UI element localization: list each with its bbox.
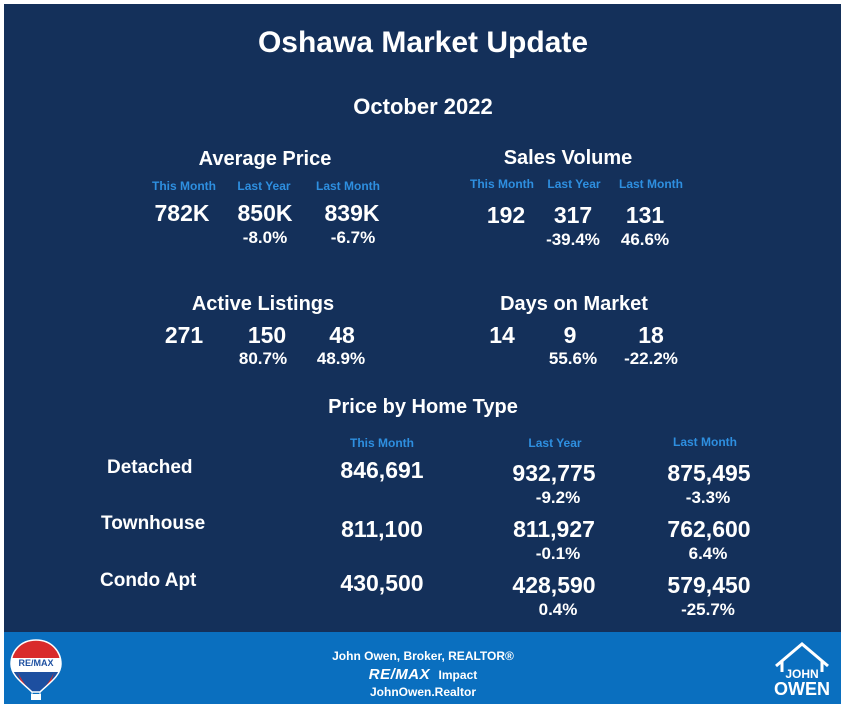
column-label: Last Month [316,179,380,193]
section-title: Sales Volume [503,147,633,169]
section-title: Days on Market [500,293,648,315]
value: 782K [154,200,210,226]
home-type-label: Detached [107,457,193,478]
value: 271 [164,322,204,348]
section-title: Price by Home Type [328,396,518,418]
change-value: -22.2% [624,349,678,368]
value: 875,495 [667,460,751,486]
value: 839K [324,200,380,226]
brokerage-name: Impact [438,668,478,682]
website-link[interactable]: JohnOwen.Realtor [369,685,477,699]
value: 131 [625,202,665,228]
value: 18 [638,322,664,348]
value: 932,775 [512,460,596,486]
column-label: This Month [470,177,534,191]
value: 428,590 [512,572,596,598]
value: 430,500 [340,570,424,596]
column-label: This Month [350,436,414,450]
column-label: Last Year [528,436,582,450]
change-value: -25.7% [681,600,735,619]
change-value: -6.7% [330,228,376,247]
change-value: 80.7% [238,349,288,368]
change-value: -39.4% [546,230,600,249]
page-title: Oshawa Market Update [257,26,589,59]
value: 150 [247,322,287,348]
value: 811,100 [341,516,423,542]
column-label: Last Month [673,435,737,449]
value: 317 [553,202,593,228]
home-type-label: Townhouse [101,513,206,534]
column-label: Last Year [237,179,291,193]
period-label: October 2022 [353,94,493,119]
value: 850K [237,200,293,226]
section-title: Average Price [198,148,332,170]
footer: RE/MAX John Owen, Broker, REALTOR® RE/MA… [4,632,841,704]
balloon-text: RE/MAX [18,658,54,668]
column-label: This Month [152,179,216,193]
market-update-panel: Oshawa Market Update October 2022 Averag… [4,4,841,632]
remax-balloon-logo: RE/MAX [8,638,64,702]
value: 9 [563,322,577,348]
brokerage: RE/MAX Impact [369,666,477,684]
agent-name: John Owen, Broker, REALTOR® [332,649,514,663]
change-value: -3.3% [685,488,731,507]
logo-text-john: JOHN [785,667,819,681]
change-value: -8.0% [242,228,288,247]
value: 579,450 [667,572,751,598]
brokerage-brand: RE/MAX [368,666,431,683]
change-value: -0.1% [535,544,581,563]
section-title: Active Listings [191,293,335,315]
house-logo-icon: JOHN OWEN [770,638,834,700]
value: 846,691 [340,457,424,483]
change-value: 46.6% [620,230,670,249]
value: 48 [329,322,355,348]
value: 14 [489,322,515,348]
column-label: Last Month [619,177,683,191]
change-value: 6.4% [688,544,728,563]
change-value: -9.2% [535,488,581,507]
value: 811,927 [513,516,595,542]
logo-text-owen: OWEN [774,679,830,699]
value: 192 [486,202,526,228]
change-value: 0.4% [538,600,578,619]
column-label: Last Year [547,177,601,191]
home-type-label: Condo Apt [100,570,197,591]
change-value: 55.6% [548,349,598,368]
value: 762,600 [667,516,751,542]
change-value: 48.9% [316,349,366,368]
